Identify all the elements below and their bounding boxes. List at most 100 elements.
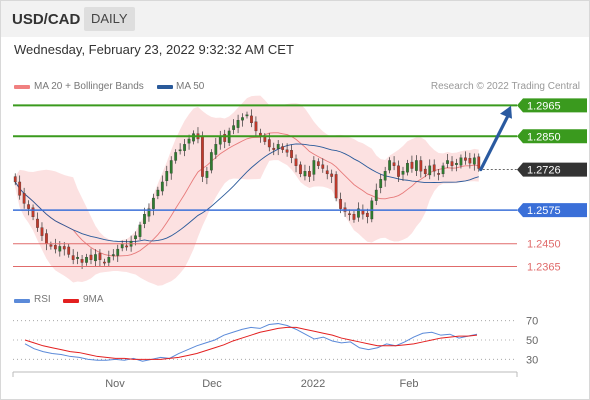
candle-body [67, 246, 71, 255]
candle-body [205, 171, 209, 178]
candle-body [152, 197, 155, 209]
candle-body [85, 256, 88, 263]
header-bar: USD/CAD DAILY [1, 1, 589, 37]
candle-body [156, 189, 160, 197]
candle-body [223, 133, 227, 142]
candle-body [111, 254, 115, 256]
candle-body [308, 171, 311, 177]
candle-body [102, 261, 106, 264]
candle-body [218, 136, 222, 145]
candle-body [437, 173, 441, 175]
period-badge[interactable]: DAILY [84, 7, 135, 31]
ma50-legend-label: MA 50 [176, 81, 205, 92]
candle-body [459, 157, 463, 166]
candle-body [76, 256, 80, 259]
candle-body [388, 160, 392, 171]
candle-body [281, 146, 285, 150]
rsi-legend-swatch [14, 299, 30, 303]
candle-body [178, 149, 182, 152]
candle-body [107, 256, 111, 263]
ma50-line [14, 143, 479, 243]
candle-body [290, 150, 293, 158]
candle-body [321, 164, 325, 169]
candle-body [325, 170, 329, 175]
ma50-legend-swatch [157, 85, 173, 89]
candle-body [450, 161, 454, 166]
credit-text: Research © 2022 Trading Central [430, 81, 580, 92]
candle-body [472, 157, 476, 165]
candle-body [352, 214, 356, 220]
rsi-ma-legend-swatch [63, 299, 79, 303]
candle-body [125, 245, 129, 248]
candle-body [414, 160, 418, 171]
candle-body [245, 114, 249, 117]
candle-body [232, 125, 236, 130]
candle-body [383, 171, 387, 181]
level-label-1-2575: 1.2575 [527, 205, 561, 217]
candle-body [174, 152, 178, 161]
ma20-line [14, 132, 479, 257]
bollinger-band-area [15, 95, 479, 286]
candle-body [267, 139, 271, 148]
candle-body [410, 161, 414, 169]
candle-body [134, 235, 137, 240]
candle-body [272, 147, 276, 150]
candle-body [236, 120, 240, 128]
candle-body [94, 254, 97, 262]
candle-body [40, 227, 44, 236]
candle-body [250, 115, 253, 124]
candle-body [209, 152, 213, 171]
candle-body [201, 136, 204, 177]
candle-body [147, 208, 151, 217]
level-tag-bg [517, 98, 587, 113]
level-label-1-2726: 1.2726 [527, 165, 561, 177]
candle-body [98, 253, 102, 260]
level-label-1-2965: 1.2965 [527, 100, 561, 112]
level-tag-bg [517, 203, 587, 218]
candle-body [36, 218, 39, 228]
candle-body [183, 144, 186, 151]
candle-body [276, 144, 280, 149]
level-label-1-2850: 1.2850 [527, 131, 561, 143]
forecast-arrow-shaft [479, 114, 510, 172]
candle-body [71, 255, 75, 260]
candle-body [62, 246, 66, 250]
candle-body [432, 164, 436, 172]
candle-body [455, 162, 458, 165]
candle-body [285, 149, 289, 153]
rsi-legend-label: RSI [34, 294, 51, 305]
candle-body [165, 171, 169, 182]
candle-body [379, 179, 383, 189]
candle-body [169, 160, 173, 174]
candle-body [294, 158, 298, 166]
candle-body [187, 138, 191, 144]
candle-body [419, 160, 423, 172]
candle-body [192, 133, 195, 142]
forecast-arrow-head [500, 105, 512, 119]
candle-body [80, 259, 84, 263]
candle-body [22, 193, 26, 204]
candle-body [365, 212, 369, 218]
candle-body [58, 246, 62, 252]
ma20-legend-label: MA 20 + Bollinger Bands [34, 81, 144, 92]
level-label-1-2450: 1.2450 [527, 239, 561, 251]
candle-body [348, 213, 351, 215]
candle-body [49, 244, 53, 247]
candle-body [27, 204, 30, 209]
timestamp: Wednesday, February 23, 2022 9:32:32 AM … [14, 42, 294, 57]
candle-body [357, 208, 360, 218]
ma20-legend-swatch [14, 85, 30, 89]
candle-body [53, 245, 57, 250]
level-label-1-2365: 1.2365 [527, 262, 561, 274]
candle-body [423, 168, 427, 175]
candle-body [374, 189, 378, 201]
candle-body [401, 171, 405, 175]
level-tag-bg [517, 162, 587, 177]
candle-body [160, 181, 164, 192]
level-tag-bg [517, 129, 587, 144]
candle-body [241, 117, 244, 121]
candle-body [397, 165, 400, 177]
candle-body [89, 254, 93, 260]
candle-body [468, 158, 472, 164]
